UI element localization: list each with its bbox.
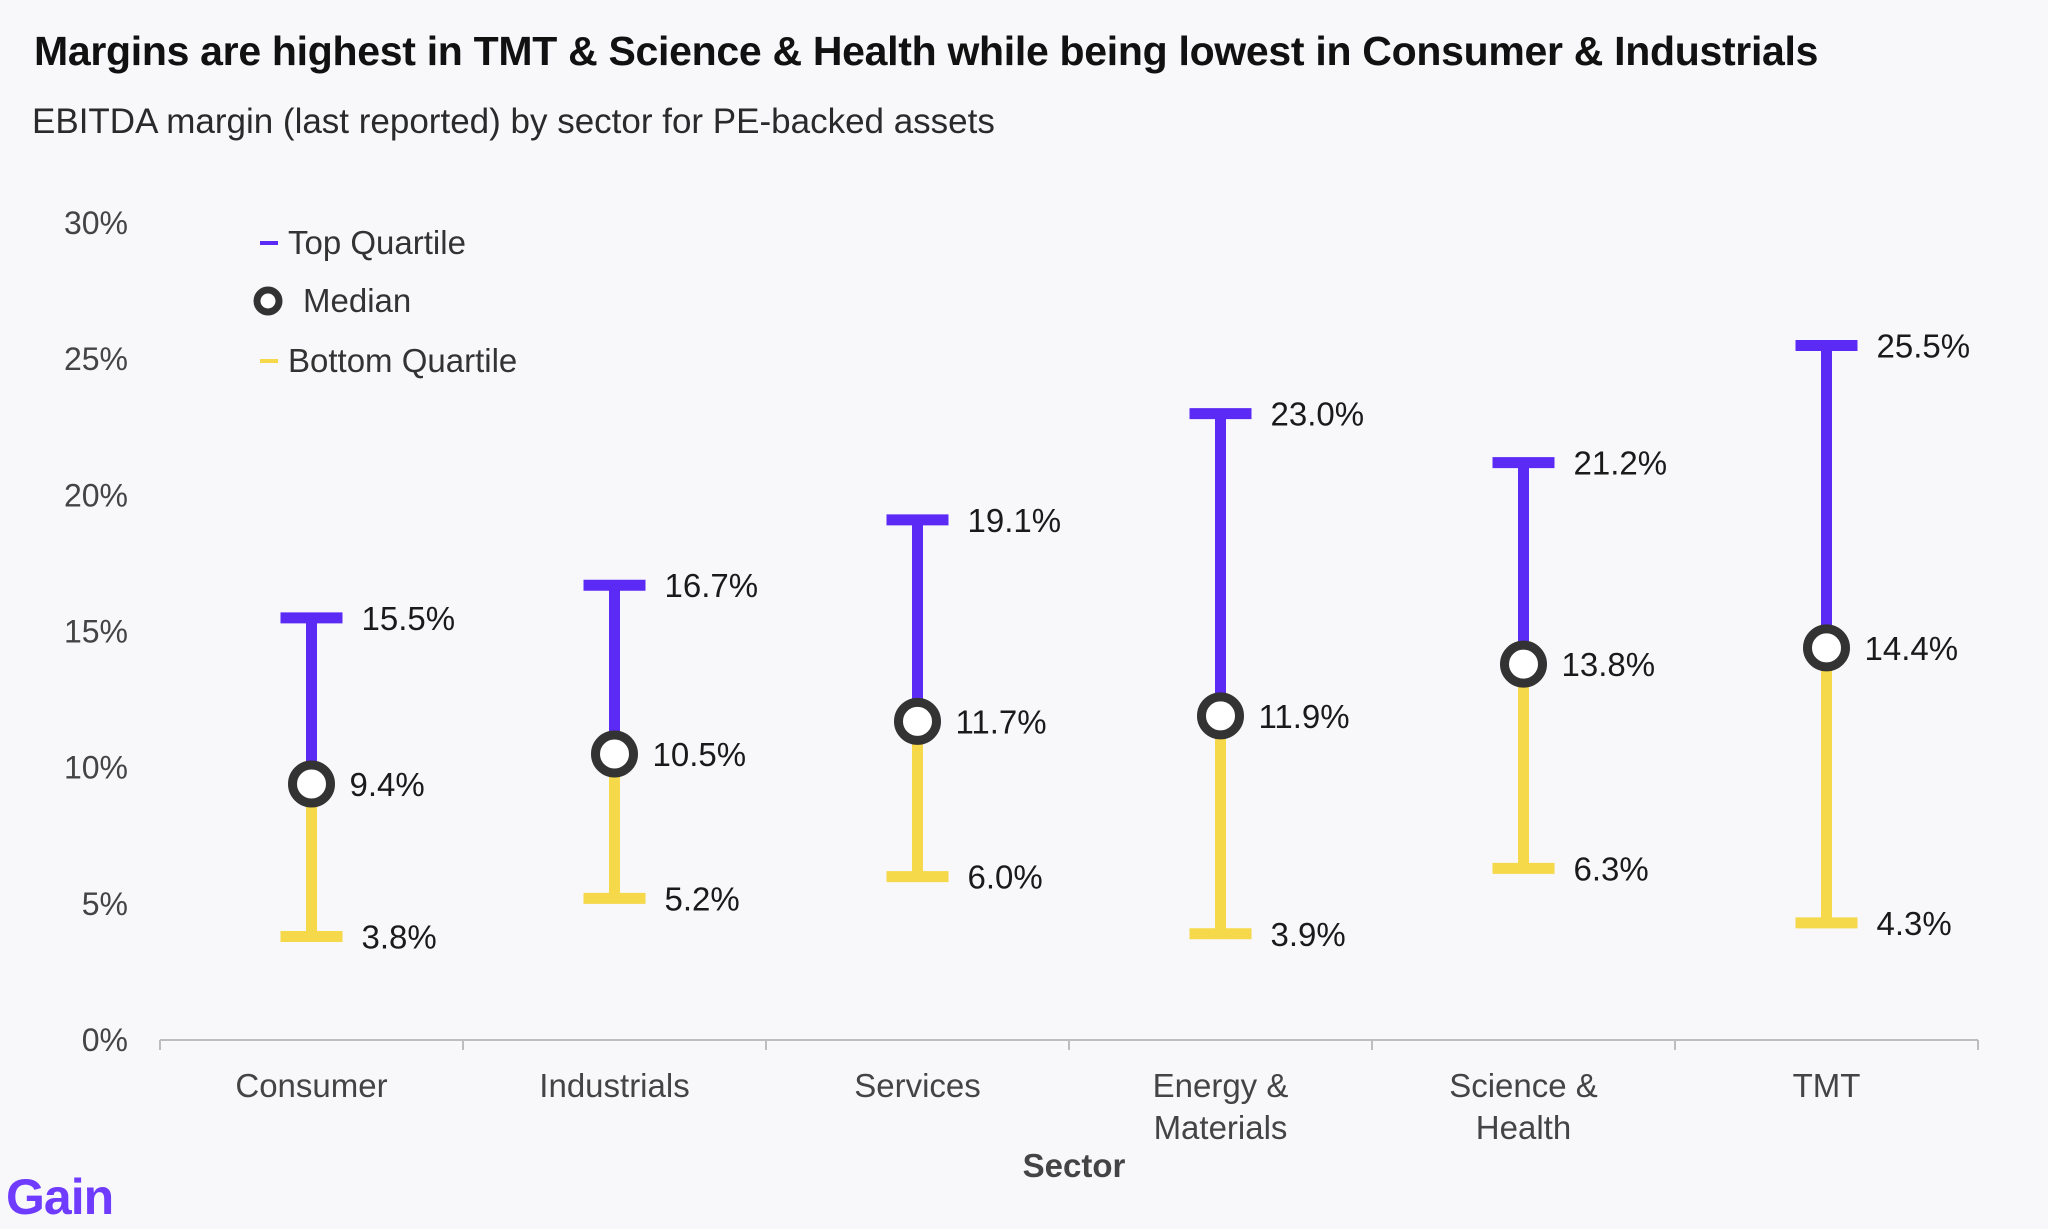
y-axis: 0% 5% 10% 15% 20% 25% 30% — [64, 205, 128, 1058]
legend-top-quartile-label: Top Quartile — [288, 224, 466, 261]
y-tick-label: 0% — [82, 1022, 128, 1058]
median-label: 13.8% — [1562, 646, 1656, 683]
top-quartile-label: 23.0% — [1271, 396, 1365, 433]
median-point — [1197, 692, 1244, 740]
median-label: 10.5% — [653, 736, 747, 773]
x-category-label: Services — [854, 1067, 981, 1104]
x-category-label: Industrials — [539, 1067, 689, 1104]
median-point — [288, 760, 335, 808]
median-label: 11.9% — [1259, 698, 1350, 735]
bottom-quartile-label: 4.3% — [1877, 905, 1952, 942]
chart-title: Margins are highest in TMT & Science & H… — [34, 28, 1819, 74]
x-axis: Consumer Industrials Services Energy & Mater… — [159, 1039, 1979, 1146]
bottom-quartile-label: 6.3% — [1574, 850, 1649, 887]
y-tick-label: 25% — [64, 341, 128, 377]
x-category-label: Consumer — [235, 1067, 387, 1104]
y-tick-label: 15% — [64, 614, 128, 650]
x-category-label-line: Science & — [1449, 1067, 1598, 1104]
top-quartile-label: 16.7% — [665, 567, 759, 604]
bottom-quartile-label: 6.0% — [968, 859, 1043, 896]
x-category-label: Science & Health — [1449, 1067, 1598, 1146]
x-category-label-line: TMT — [1793, 1067, 1861, 1104]
x-axis-title: Sector — [1023, 1147, 1126, 1184]
median-point — [1803, 624, 1850, 672]
median-point — [591, 730, 638, 778]
plot-area: 15.5% 9.4% 3.8% 16.7% 10.5% 5.2% 19.1% 11.7% 6.0… — [280, 328, 1971, 956]
x-category-label: Energy & Materials — [1153, 1067, 1289, 1146]
x-category-label-line: Industrials — [539, 1067, 689, 1104]
y-tick-label: 30% — [64, 205, 128, 241]
bottom-quartile-label: 5.2% — [665, 880, 740, 917]
x-category-label-line: Consumer — [235, 1067, 387, 1104]
median-point — [1500, 640, 1547, 688]
median-point — [894, 697, 941, 745]
x-category-label: TMT — [1793, 1067, 1861, 1104]
y-tick-label: 5% — [82, 886, 128, 922]
chart-subtitle: EBITDA margin (last reported) by sector … — [32, 102, 995, 141]
x-category-label-line: Health — [1476, 1109, 1571, 1146]
legend-bottom-quartile-label: Bottom Quartile — [288, 342, 517, 379]
top-quartile-label: 15.5% — [362, 600, 456, 637]
top-quartile-label: 19.1% — [968, 502, 1062, 539]
x-category-label-line: Materials — [1154, 1109, 1288, 1146]
top-quartile-label: 21.2% — [1574, 445, 1668, 482]
y-tick-label: 20% — [64, 477, 128, 513]
x-category-label-line: Services — [854, 1067, 981, 1104]
bottom-quartile-label: 3.9% — [1271, 916, 1346, 953]
gain-logo: Gain — [6, 1169, 114, 1225]
legend-median-label: Median — [303, 282, 411, 319]
median-label: 11.7% — [956, 703, 1047, 740]
legend: Top Quartile Median Bottom Quartile — [253, 224, 517, 379]
bottom-quartile-label: 3.8% — [362, 919, 437, 956]
median-label: 14.4% — [1865, 630, 1959, 667]
median-label: 9.4% — [350, 766, 425, 803]
x-category-label-line: Energy & — [1153, 1067, 1289, 1104]
legend-median-swatch — [253, 286, 283, 316]
y-tick-label: 10% — [64, 750, 128, 786]
top-quartile-label: 25.5% — [1877, 328, 1971, 365]
